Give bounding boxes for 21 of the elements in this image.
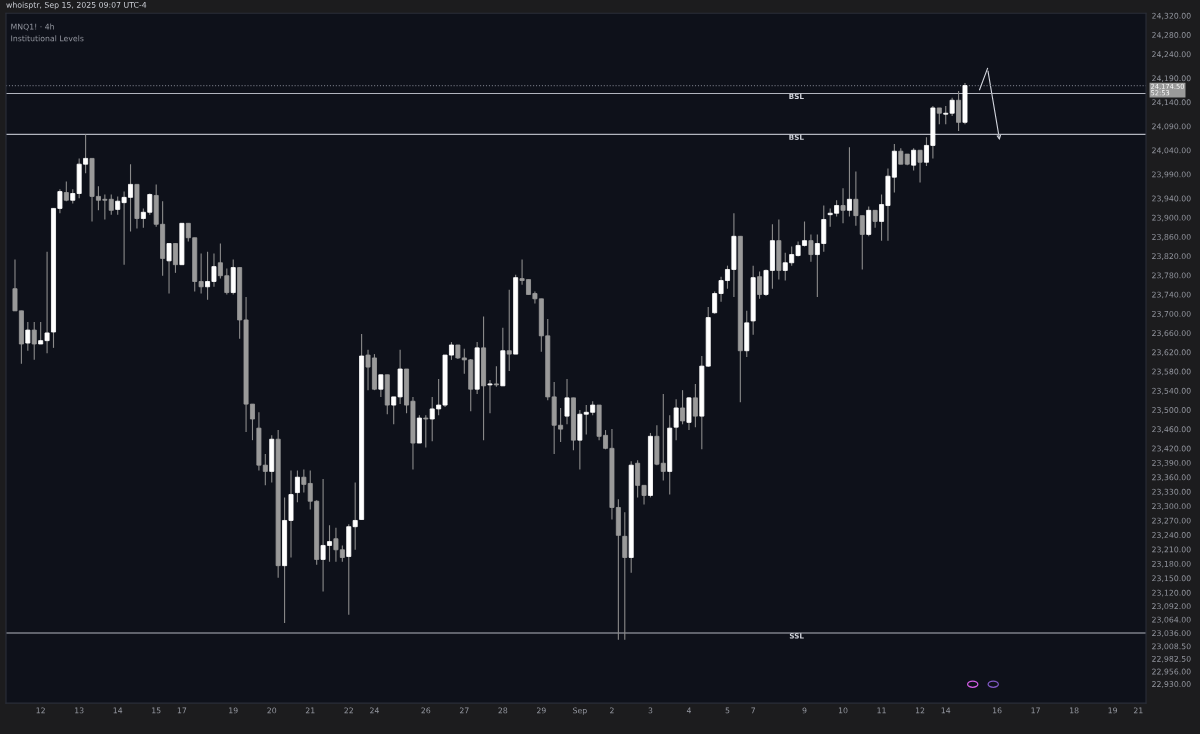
candlestick	[808, 233, 814, 263]
candlestick	[493, 365, 499, 388]
candlestick	[378, 374, 384, 398]
candlestick	[956, 90, 962, 132]
candlestick	[25, 321, 31, 352]
candlestick	[911, 147, 917, 171]
candlestick	[840, 187, 846, 224]
candlestick	[172, 242, 178, 274]
candlestick	[166, 242, 172, 295]
candlestick	[423, 414, 429, 448]
candlestick	[692, 383, 698, 428]
candlestick	[757, 270, 763, 300]
candlestick	[487, 379, 493, 414]
candlestick	[846, 146, 852, 218]
candlestick	[564, 378, 570, 425]
candlestick	[506, 289, 512, 372]
candlestick	[680, 389, 686, 425]
candlestick	[31, 321, 37, 361]
candlestick	[294, 469, 300, 503]
candlestick	[917, 149, 923, 184]
candlestick	[622, 511, 628, 641]
